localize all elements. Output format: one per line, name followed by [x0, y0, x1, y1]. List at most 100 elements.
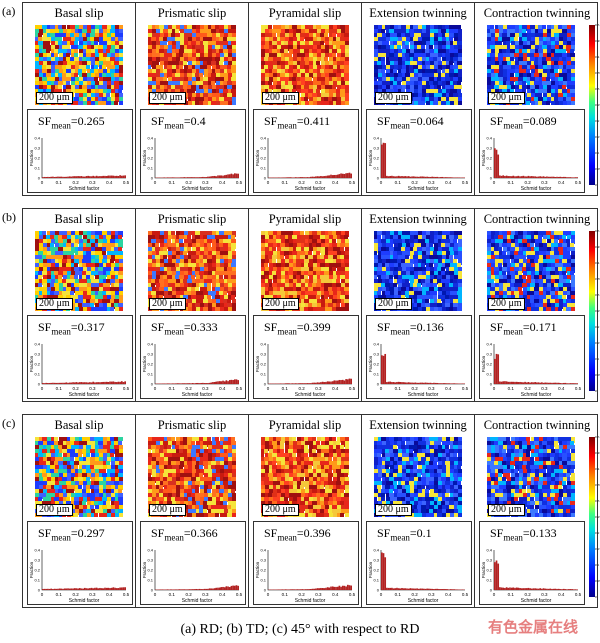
histogram-bar: [230, 173, 233, 178]
panel-title: Pyramidal slip: [268, 212, 342, 226]
histogram-bar: [117, 381, 120, 384]
y-tick-label: 0.4: [486, 136, 492, 141]
histogram-bar: [70, 588, 73, 590]
histogram-bar: [105, 176, 108, 178]
histogram-bar: [412, 382, 415, 384]
histogram-bar: [539, 176, 542, 178]
histogram-bar: [291, 383, 294, 384]
y-tick-label: 0.1: [34, 166, 40, 171]
histogram-bar: [443, 177, 445, 178]
x-tick-label: 0.2: [185, 180, 192, 185]
x-tick-label: 0.1: [395, 180, 402, 185]
histogram-bar: [346, 379, 349, 384]
histogram-bar: [350, 585, 352, 590]
y-axis-label: Fraction: [368, 149, 373, 166]
histogram-bar: [426, 588, 429, 590]
y-tick-label: 0.3: [34, 352, 40, 357]
histogram-bar: [336, 174, 339, 178]
histogram-bar: [438, 177, 440, 178]
histogram-bar: [504, 176, 506, 178]
histogram-bar: [417, 176, 420, 178]
histogram-bar: [522, 175, 525, 178]
x-tick-label: 0.2: [298, 386, 305, 391]
histogram-bar: [424, 176, 427, 178]
histogram-bar: [451, 589, 454, 590]
sf-mean-label: SFmean=0.171: [490, 320, 557, 337]
x-tick-label: 0.5: [575, 386, 582, 391]
schmid-panel: Contraction twinning 200 μm 0 0.1 0.2 0.3 0.4 0…: [475, 209, 600, 401]
histogram-bar: [527, 175, 530, 178]
histogram-bar: [281, 589, 284, 590]
histogram-bar: [45, 382, 48, 384]
histogram-bar: [549, 588, 552, 590]
histogram-bar: [401, 587, 403, 590]
x-tick-label: 0.4: [106, 180, 113, 185]
y-axis-label: Fraction: [255, 355, 260, 372]
histogram-bar: [52, 176, 54, 178]
histogram-bar: [546, 588, 548, 590]
histogram-bar: [443, 588, 445, 590]
histogram-bar: [423, 382, 425, 384]
histogram-bar: [320, 587, 322, 590]
panel-title: Basal slip: [54, 418, 104, 432]
histogram-bar: [57, 588, 59, 590]
histogram-bar: [102, 588, 105, 590]
histogram-bar: [57, 382, 59, 384]
x-tick-label: 0: [41, 386, 44, 391]
x-tick-label: 0.3: [89, 592, 96, 597]
histogram-bar: [520, 588, 523, 590]
histogram-bar: [554, 382, 557, 384]
schmid-panel: Basal slip 200 μm 0 0.1 0.2 0.3 0.4 0 0.1 0.2 0.3 0…: [23, 415, 136, 607]
histogram-bar: [293, 383, 295, 384]
x-tick-label: 0.2: [72, 592, 79, 597]
histogram-bar: [65, 176, 68, 178]
y-tick-label: 0.2: [486, 156, 492, 161]
histogram-bar: [414, 382, 417, 384]
histogram-bar: [544, 176, 547, 178]
histogram-bar: [197, 177, 199, 178]
histogram-bar: [218, 587, 221, 590]
histogram-bar: [173, 383, 176, 384]
histogram-bar: [449, 383, 452, 384]
histogram-bar: [112, 175, 115, 178]
histogram-bar: [217, 175, 219, 178]
histogram-bar: [331, 586, 334, 590]
histogram-bar: [188, 383, 191, 384]
x-tick-label: 0: [41, 592, 44, 597]
histogram-bar: [556, 382, 558, 384]
histogram-bar: [80, 176, 83, 178]
histogram-bar: [67, 176, 69, 178]
histogram-bar: [230, 585, 233, 590]
x-tick-label: 0.5: [123, 180, 130, 185]
histogram-bar: [163, 177, 166, 178]
y-tick-label: 0.4: [373, 548, 379, 553]
colorbar-tick: 0.1: [595, 151, 600, 155]
histogram-bar: [218, 381, 221, 384]
histogram-bar: [402, 382, 405, 384]
histogram-bar: [414, 588, 417, 590]
histogram-bar: [419, 176, 422, 178]
histogram-bar: [70, 382, 73, 384]
histogram-bar: [532, 176, 535, 178]
colorbar-ticks: 0.5 0.45 0.4 0.35 0.3 0.25 0.2 0.15 0.1 0.05 0: [595, 23, 600, 187]
x-axis-label: Schmid factor: [295, 392, 326, 398]
histogram-bar: [286, 177, 289, 178]
sf-mean-label: SFmean=0.265: [38, 114, 105, 131]
x-tick-label: 0.4: [332, 386, 339, 391]
colorbar-tick: 0.45: [595, 39, 600, 43]
histogram-bar: [84, 382, 86, 384]
figure-row: Basal slip 200 μm 0 0.1 0.2 0.3 0.4 0 0.1 0.2 0.3 0…: [22, 414, 600, 608]
histogram-bar: [507, 587, 510, 590]
histogram-bar: [509, 587, 511, 590]
histogram-bar: [80, 588, 83, 590]
histogram-bar: [326, 587, 329, 590]
histogram-bar: [338, 379, 341, 384]
histogram-bar: [446, 589, 449, 590]
histogram-bar: [210, 588, 213, 590]
x-tick-label: 0.2: [411, 592, 418, 597]
x-tick-label: 0.3: [541, 386, 548, 391]
histogram-bar: [173, 589, 176, 590]
histogram-bar: [544, 382, 547, 384]
histogram-bar: [202, 589, 204, 590]
histogram-bar: [401, 176, 403, 178]
